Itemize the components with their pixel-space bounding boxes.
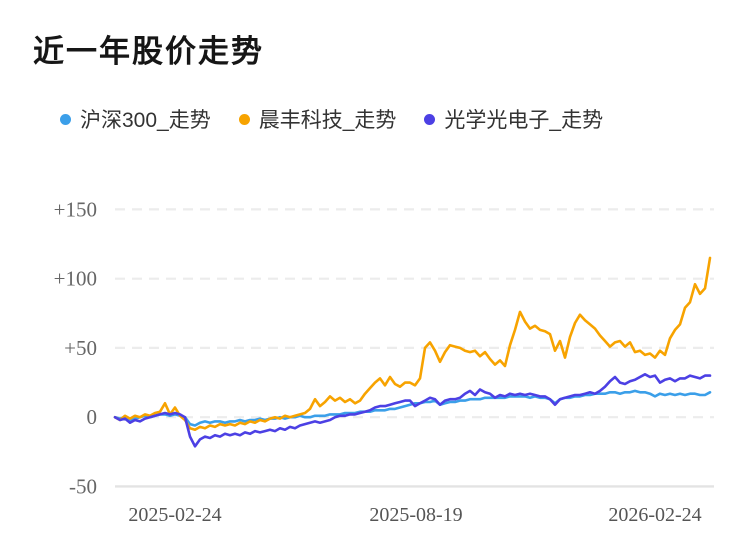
series-line-hs300 <box>113 389 712 427</box>
y-axis-tick-label: -50 <box>69 474 97 498</box>
y-axis-tick-label: +100 <box>54 267 97 291</box>
series-line-chenfeng <box>113 256 712 432</box>
legend: 沪深300_走势 晨丰科技_走势 光学光电子_走势 <box>60 104 603 134</box>
x-axis-tick-label: 2026-02-24 <box>608 504 701 526</box>
series-line-optics <box>113 372 712 448</box>
legend-item-optics[interactable]: 光学光电子_走势 <box>424 104 603 134</box>
legend-item-chenfeng[interactable]: 晨丰科技_走势 <box>238 104 397 134</box>
legend-label-hs300: 沪深300_走势 <box>80 109 211 132</box>
y-axis-tick-label: +150 <box>54 197 97 221</box>
legend-label-chenfeng: 晨丰科技_走势 <box>258 109 397 132</box>
legend-marker-optics-icon <box>424 113 436 125</box>
legend-item-hs300[interactable]: 沪深300_走势 <box>60 104 211 134</box>
page-title: 近一年股价走势 <box>33 34 264 69</box>
legend-marker-hs300-icon <box>60 113 71 125</box>
legend-label-optics: 光学光电子_走势 <box>444 109 604 132</box>
y-axis-tick-label: 0 <box>87 405 98 429</box>
y-axis-tick-label: +50 <box>64 336 97 360</box>
legend-marker-chenfeng-icon <box>238 113 250 125</box>
x-axis-tick-label: 2025-02-24 <box>128 504 221 526</box>
x-axis-tick-label: 2025-08-19 <box>369 504 462 526</box>
